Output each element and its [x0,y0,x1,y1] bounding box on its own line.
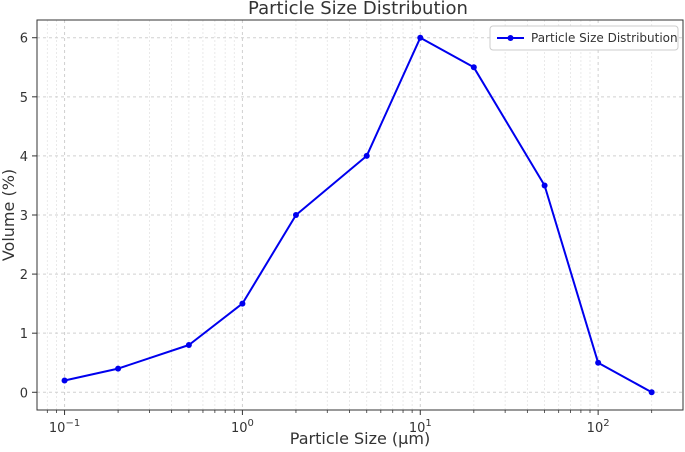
data-point [363,152,370,159]
legend-box [489,25,679,51]
grid [37,20,683,410]
ticks: 10−1 100 101 102 0 1 2 3 4 5 6 [20,32,653,436]
chart-title: Particle Size Distribution [248,0,468,19]
data-point [595,359,602,366]
data-point [185,342,192,348]
y-tick-label: 2 [20,268,28,283]
x-tick-label: 10−1 [49,418,80,436]
y-tick-label: 1 [20,327,28,342]
y-tick-label: 5 [20,91,28,106]
series-layer [61,34,655,396]
y-axis-label: Volume (%) [0,169,18,261]
x-tick-label: 101 [409,418,432,436]
y-tick-label: 3 [20,209,28,224]
x-tick-label: 102 [587,418,610,436]
y-tick-label: 6 [20,32,28,47]
data-point [61,377,68,384]
legend: Particle Size Distribution [489,25,679,51]
x-tick-label: 100 [231,418,254,436]
data-point [115,365,122,372]
x-axis-label: Particle Size (μm) [290,429,430,448]
data-point [239,300,246,307]
y-tick-label: 4 [20,150,28,165]
legend-marker [507,35,514,41]
y-tick-label: 0 [20,386,28,401]
legend-entry-label: Particle Size Distribution [531,31,678,45]
data-point [648,389,655,396]
data-point [417,34,424,41]
data-point [541,182,548,189]
data-point [292,212,299,218]
data-point [470,64,477,71]
